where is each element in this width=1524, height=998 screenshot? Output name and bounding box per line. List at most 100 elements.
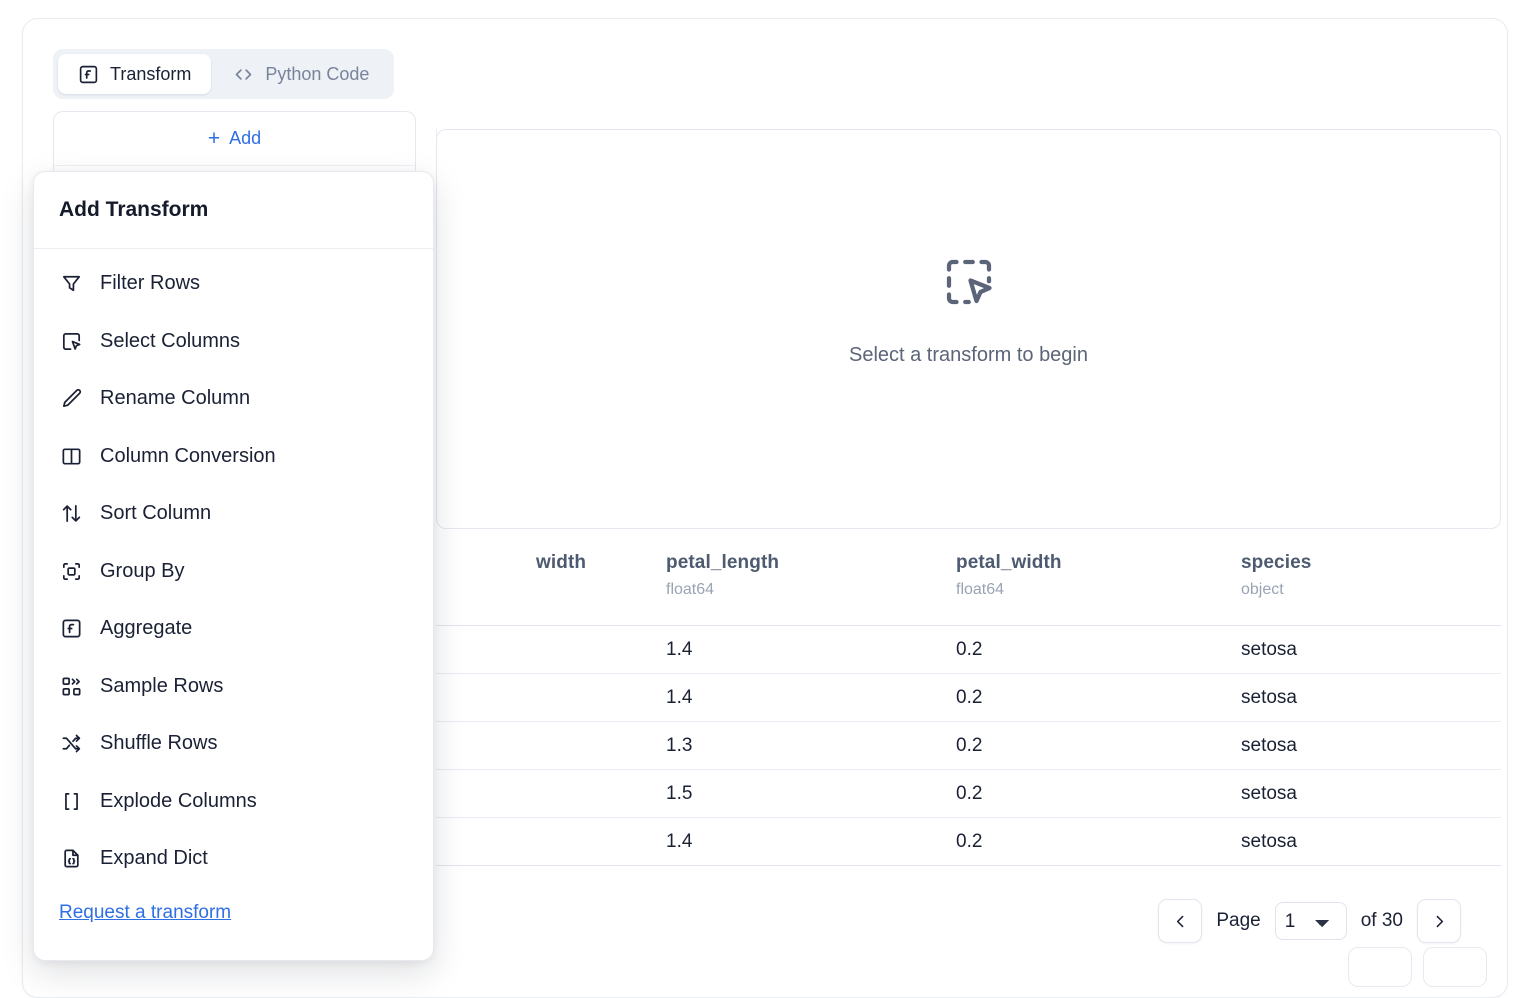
table-cell-petal_width: 0.2 bbox=[956, 625, 1241, 674]
table-cell-petal_length: 1.3 bbox=[666, 721, 956, 770]
table-cell-petal_width: 0.2 bbox=[956, 721, 1241, 770]
table-row: 1.4 0.2 setosa bbox=[436, 625, 1501, 674]
pagination-controls: Page 12345 of 30 bbox=[1158, 899, 1461, 943]
group-by-icon bbox=[59, 560, 83, 583]
menu-item-label: Rename Column bbox=[100, 387, 251, 410]
menu-item-label: Group By bbox=[100, 559, 185, 582]
add-transform-menu: Add Transform Filter Rows Select Columns R… bbox=[33, 171, 434, 961]
table-cell-width bbox=[536, 673, 666, 722]
select-columns-icon bbox=[59, 330, 83, 353]
table-col-hidden-0[interactable] bbox=[436, 530, 536, 626]
page-number-select[interactable]: 12345 bbox=[1274, 902, 1347, 940]
data-preview-table: width petal_length float64 petal_width f… bbox=[436, 530, 1501, 866]
table-cell-width bbox=[536, 625, 666, 674]
pagination-total-label: of 30 bbox=[1360, 910, 1403, 931]
menu-item-label: Sample Rows bbox=[100, 674, 224, 697]
table-body: 1.4 0.2 setosa 1.4 0.2 setosa 1.3 0.2 setosa 1.5 0… bbox=[436, 625, 1501, 866]
tab-transform[interactable]: Transform bbox=[58, 54, 212, 94]
table-cell-width bbox=[536, 769, 666, 818]
view-mode-tabs: Transform Python Code bbox=[53, 49, 395, 99]
tab-transform-label: Transform bbox=[110, 63, 192, 84]
add-transform-button[interactable]: + Add bbox=[53, 111, 416, 166]
menu-item-label: Filter Rows bbox=[100, 272, 201, 295]
add-transform-button-label: Add bbox=[229, 128, 262, 148]
table-cell-species: setosa bbox=[1241, 673, 1501, 722]
offscreen-control-b bbox=[1423, 947, 1487, 987]
file-braces-icon bbox=[59, 847, 83, 870]
transform-app-card: Transform Python Code + Add bbox=[22, 18, 1508, 998]
menu-item-aggregate[interactable]: Aggregate bbox=[34, 600, 433, 658]
transform-config-panel: Select a transform to begin bbox=[436, 129, 1501, 529]
menu-item-filter-rows[interactable]: Filter Rows bbox=[34, 255, 433, 313]
function-box-icon bbox=[78, 64, 99, 85]
table-cell- bbox=[436, 817, 536, 866]
columns-icon bbox=[59, 445, 83, 468]
code-brackets-icon bbox=[233, 64, 254, 85]
menu-item-label: Explode Columns bbox=[100, 789, 257, 812]
menu-item-label: Select Columns bbox=[100, 329, 241, 352]
table-header-row: width petal_length float64 petal_width f… bbox=[436, 530, 1501, 626]
sort-arrows-icon bbox=[59, 502, 83, 525]
table-row: 1.3 0.2 setosa bbox=[436, 721, 1501, 770]
menu-item-label: Sort Column bbox=[100, 502, 212, 525]
table-col-petal-length[interactable]: petal_length float64 bbox=[666, 530, 956, 626]
pagination-page-label: Page bbox=[1216, 910, 1261, 931]
offscreen-control-a bbox=[1348, 947, 1412, 987]
menu-item-column-conversion[interactable]: Column Conversion bbox=[34, 428, 433, 486]
sample-rows-icon bbox=[59, 675, 83, 698]
chevron-right-icon bbox=[1431, 913, 1448, 930]
add-transform-menu-header: Add Transform bbox=[34, 172, 433, 249]
table-cell-species: setosa bbox=[1241, 721, 1501, 770]
table-cell-petal_width: 0.2 bbox=[956, 673, 1241, 722]
filter-icon bbox=[59, 272, 83, 295]
menu-item-shuffle-rows[interactable]: Shuffle Rows bbox=[34, 715, 433, 773]
function-box-icon bbox=[59, 617, 83, 640]
menu-item-label: Shuffle Rows bbox=[100, 732, 218, 755]
table-cell-species: setosa bbox=[1241, 625, 1501, 674]
menu-item-rename-column[interactable]: Rename Column bbox=[34, 370, 433, 428]
add-transform-menu-footer: Request a transform bbox=[34, 888, 433, 924]
table-cell- bbox=[436, 625, 536, 674]
menu-item-select-columns[interactable]: Select Columns bbox=[34, 313, 433, 371]
tab-python-code-label: Python Code bbox=[265, 63, 370, 84]
pencil-icon bbox=[59, 387, 83, 410]
table-cell- bbox=[436, 769, 536, 818]
table-cell-petal_length: 1.4 bbox=[666, 817, 956, 866]
table-cell- bbox=[436, 673, 536, 722]
chevron-left-icon bbox=[1172, 913, 1189, 930]
next-page-button[interactable] bbox=[1417, 899, 1461, 943]
menu-item-label: Expand Dict bbox=[100, 847, 208, 870]
table-cell- bbox=[436, 721, 536, 770]
add-transform-menu-title: Add Transform bbox=[59, 198, 209, 221]
menu-item-explode-columns[interactable]: Explode Columns bbox=[34, 773, 433, 831]
menu-item-group-by[interactable]: Group By bbox=[34, 543, 433, 601]
table-cell-width bbox=[536, 721, 666, 770]
menu-item-sample-rows[interactable]: Sample Rows bbox=[34, 658, 433, 716]
menu-item-label: Column Conversion bbox=[100, 444, 276, 467]
table-cell-species: setosa bbox=[1241, 817, 1501, 866]
prev-page-button[interactable] bbox=[1158, 899, 1203, 943]
table-cell-petal_length: 1.4 bbox=[666, 625, 956, 674]
add-transform-menu-items: Filter Rows Select Columns Rename Column Co… bbox=[34, 249, 433, 888]
request-a-transform-link[interactable]: Request a transform bbox=[59, 901, 232, 923]
menu-item-label: Aggregate bbox=[100, 617, 193, 640]
shuffle-icon bbox=[59, 732, 83, 755]
table-cell-width bbox=[536, 817, 666, 866]
table-col-petal-width[interactable]: petal_width float64 bbox=[956, 530, 1241, 626]
table-cell-petal_length: 1.5 bbox=[666, 769, 956, 818]
table-col-species[interactable]: species object bbox=[1241, 530, 1501, 626]
menu-item-expand-dict[interactable]: Expand Dict bbox=[34, 830, 433, 888]
empty-state: Select a transform to begin bbox=[437, 252, 1500, 367]
table-row: 1.4 0.2 setosa bbox=[436, 673, 1501, 722]
table-cell-petal_width: 0.2 bbox=[956, 817, 1241, 866]
table-row: 1.5 0.2 setosa bbox=[436, 769, 1501, 818]
tab-python-code[interactable]: Python Code bbox=[213, 54, 389, 94]
menu-item-sort-column[interactable]: Sort Column bbox=[34, 485, 433, 543]
table-cell-species: setosa bbox=[1241, 769, 1501, 818]
plus-icon: + bbox=[207, 127, 221, 150]
brackets-icon bbox=[59, 790, 83, 813]
table-col-sepal-width[interactable]: width bbox=[536, 530, 666, 626]
empty-state-label: Select a transform to begin bbox=[848, 344, 1088, 366]
select-cursor-icon bbox=[939, 252, 999, 312]
table-row: 1.4 0.2 setosa bbox=[436, 817, 1501, 866]
